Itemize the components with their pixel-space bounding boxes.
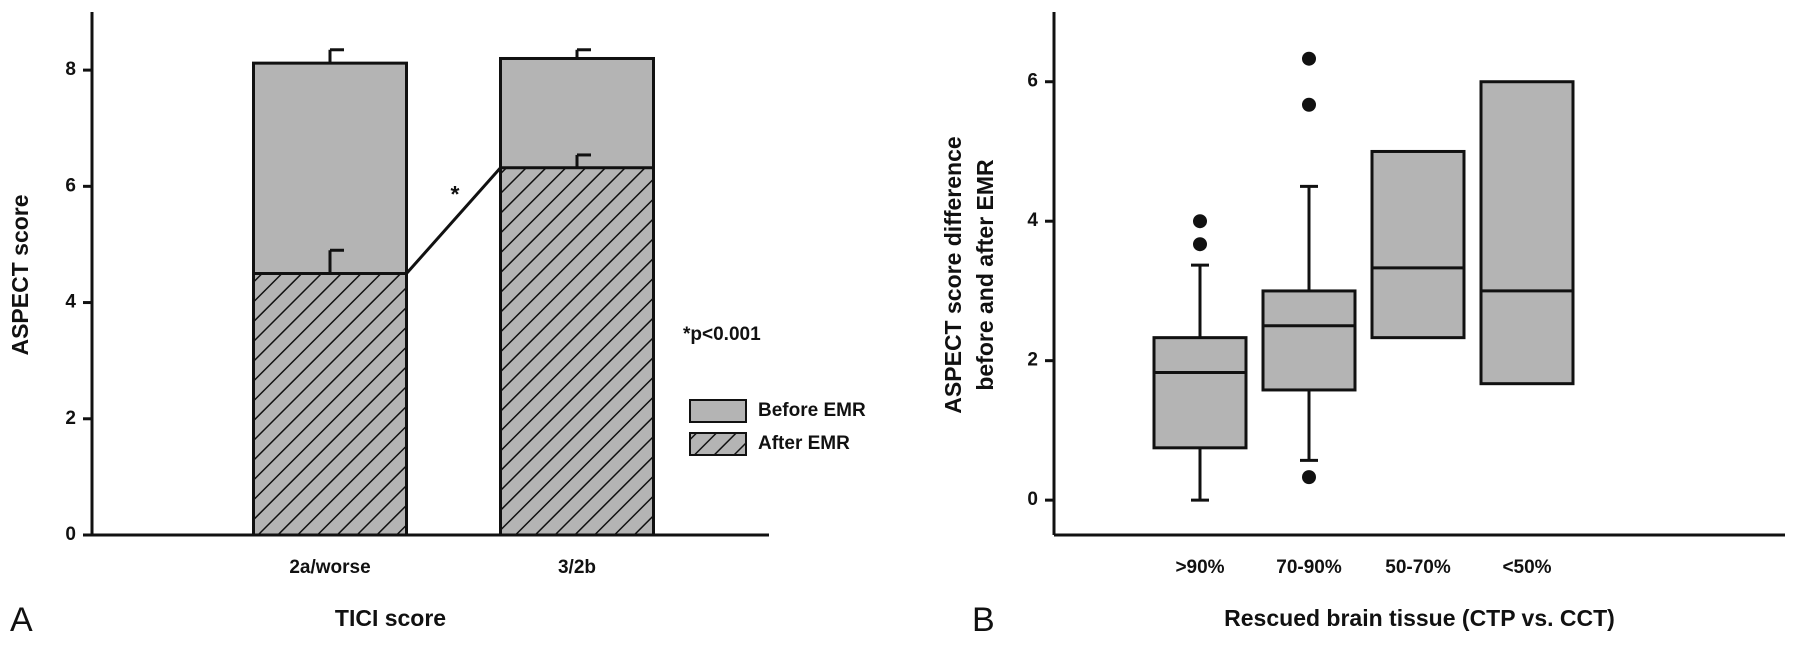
legend-label: Before EMR <box>758 400 866 421</box>
y-tick-label: 4 <box>1027 210 1038 231</box>
y-tick-label: 0 <box>65 524 76 545</box>
x-tick-label: 70-90% <box>1276 557 1342 578</box>
outlier <box>1302 51 1316 66</box>
box <box>1261 289 1357 392</box>
x-axis-title: Rescued brain tissue (CTP vs. CCT) <box>1224 605 1615 631</box>
outlier <box>1193 237 1207 252</box>
outlier <box>1193 214 1207 229</box>
x-tick-label: 3/2b <box>558 557 596 578</box>
y-tick-label: 6 <box>65 175 76 196</box>
x-tick-label: 50-70% <box>1385 557 1451 578</box>
outlier <box>1302 97 1316 112</box>
y-tick-label: 2 <box>65 408 76 429</box>
y-tick-label: 4 <box>65 292 76 313</box>
bar <box>499 166 655 537</box>
legend-swatch <box>689 432 747 456</box>
panel-label: B <box>972 601 995 639</box>
significance-star: * <box>451 181 460 207</box>
box <box>1479 80 1575 386</box>
p-value-note: *p<0.001 <box>683 324 761 345</box>
y-tick-label: 0 <box>1027 489 1038 510</box>
outlier <box>1302 470 1316 485</box>
box <box>1370 149 1466 340</box>
legend-label: After EMR <box>758 433 850 454</box>
significance-line <box>405 166 502 275</box>
y-axis-title: ASPECT score difference <box>940 136 966 413</box>
bar <box>252 272 408 537</box>
y-tick-label: 6 <box>1027 71 1038 92</box>
x-tick-label: 2a/worse <box>289 557 370 578</box>
panel-label: A <box>10 601 33 639</box>
x-tick-label: >90% <box>1175 557 1224 578</box>
y-axis-title: before and after EMR <box>972 159 998 391</box>
y-tick-label: 2 <box>1027 350 1038 371</box>
box <box>1152 336 1248 450</box>
legend-swatch <box>689 399 747 423</box>
y-axis-title: ASPECT score <box>7 194 33 355</box>
x-tick-label: <50% <box>1502 557 1551 578</box>
y-tick-label: 8 <box>65 59 76 80</box>
x-axis-title: TICI score <box>335 605 446 631</box>
